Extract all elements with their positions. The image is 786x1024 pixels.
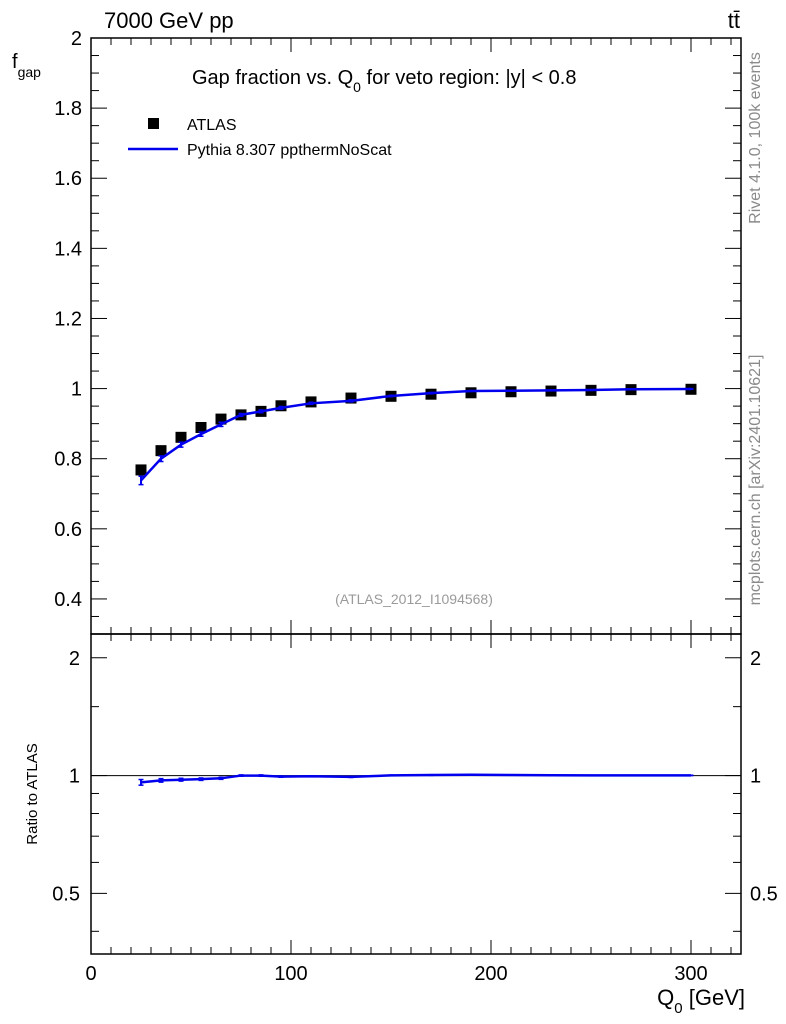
y-tick-label: 1.2 bbox=[54, 308, 82, 330]
y-tick-label: 1.6 bbox=[54, 168, 82, 190]
y-tick-label: 0.8 bbox=[54, 449, 82, 471]
main-panel: 0.4 0.6 0.8 1 1.2 1.4 1.6 1.8 2 bbox=[54, 28, 742, 635]
main-y-axis-label: fgap bbox=[12, 51, 41, 80]
x-tick-label: 0 bbox=[85, 963, 96, 985]
legend-atlas-label: ATLAS bbox=[187, 117, 237, 134]
mc-line bbox=[140, 387, 692, 482]
y-tick-label: 1.4 bbox=[54, 238, 82, 260]
ratio-mc-line bbox=[140, 773, 691, 784]
chart-title: Gap fraction vs. Q0 for veto region: |y|… bbox=[192, 67, 576, 95]
rivet-label: Rivet 4.1.0, 100k events bbox=[747, 52, 764, 224]
ratio-y-tick-label-right: 0.5 bbox=[750, 883, 778, 905]
y-tick-label: 0.6 bbox=[54, 519, 82, 541]
ratio-y-tick-label: 0.5 bbox=[52, 883, 80, 905]
y-tick-label: 0.4 bbox=[54, 589, 82, 611]
x-tick-label: 200 bbox=[474, 963, 507, 985]
ratio-y-tick-label: 2 bbox=[69, 648, 80, 670]
atlas-data-point bbox=[175, 431, 187, 443]
collision-label: 7000 GeV pp bbox=[104, 8, 234, 33]
atlas-data-point bbox=[465, 387, 477, 399]
ratio-y-tick-label-right: 1 bbox=[750, 766, 761, 788]
analysis-watermark: (ATLAS_2012_I1094568) bbox=[335, 591, 493, 607]
x-tick-label: 300 bbox=[674, 963, 707, 985]
ratio-panel: 0 100 200 300 0.5 0.5 1 1 2 2 bbox=[52, 633, 778, 985]
atlas-data-point bbox=[135, 464, 147, 476]
ratio-frame bbox=[90, 633, 742, 955]
legend-atlas-marker bbox=[148, 118, 159, 129]
main-y-axis-label-sub: gap bbox=[18, 64, 42, 80]
atlas-data-point bbox=[345, 392, 357, 404]
atlas-data-point bbox=[215, 413, 227, 425]
y-tick-label: 1 bbox=[71, 379, 82, 401]
atlas-data-point bbox=[155, 445, 167, 457]
legend-mc-label: Pythia 8.307 ppthermNoScat bbox=[187, 142, 392, 159]
y-tick-label: 2 bbox=[71, 28, 82, 50]
process-label: tt̄ bbox=[728, 8, 740, 33]
ratio-y-tick-label: 1 bbox=[69, 766, 80, 788]
y-tick-label: 1.8 bbox=[54, 98, 82, 120]
ratio-y-axis-label: Ratio to ATLAS bbox=[24, 743, 41, 844]
ratio-y-tick-label-right: 2 bbox=[750, 648, 761, 670]
x-axis-label: Q0 [GeV] bbox=[657, 985, 745, 1017]
atlas-data-point bbox=[195, 422, 207, 434]
mcplots-label: mcplots.cern.ch [arXiv:2401.10621] bbox=[747, 355, 764, 606]
x-tick-label: 100 bbox=[274, 963, 307, 985]
